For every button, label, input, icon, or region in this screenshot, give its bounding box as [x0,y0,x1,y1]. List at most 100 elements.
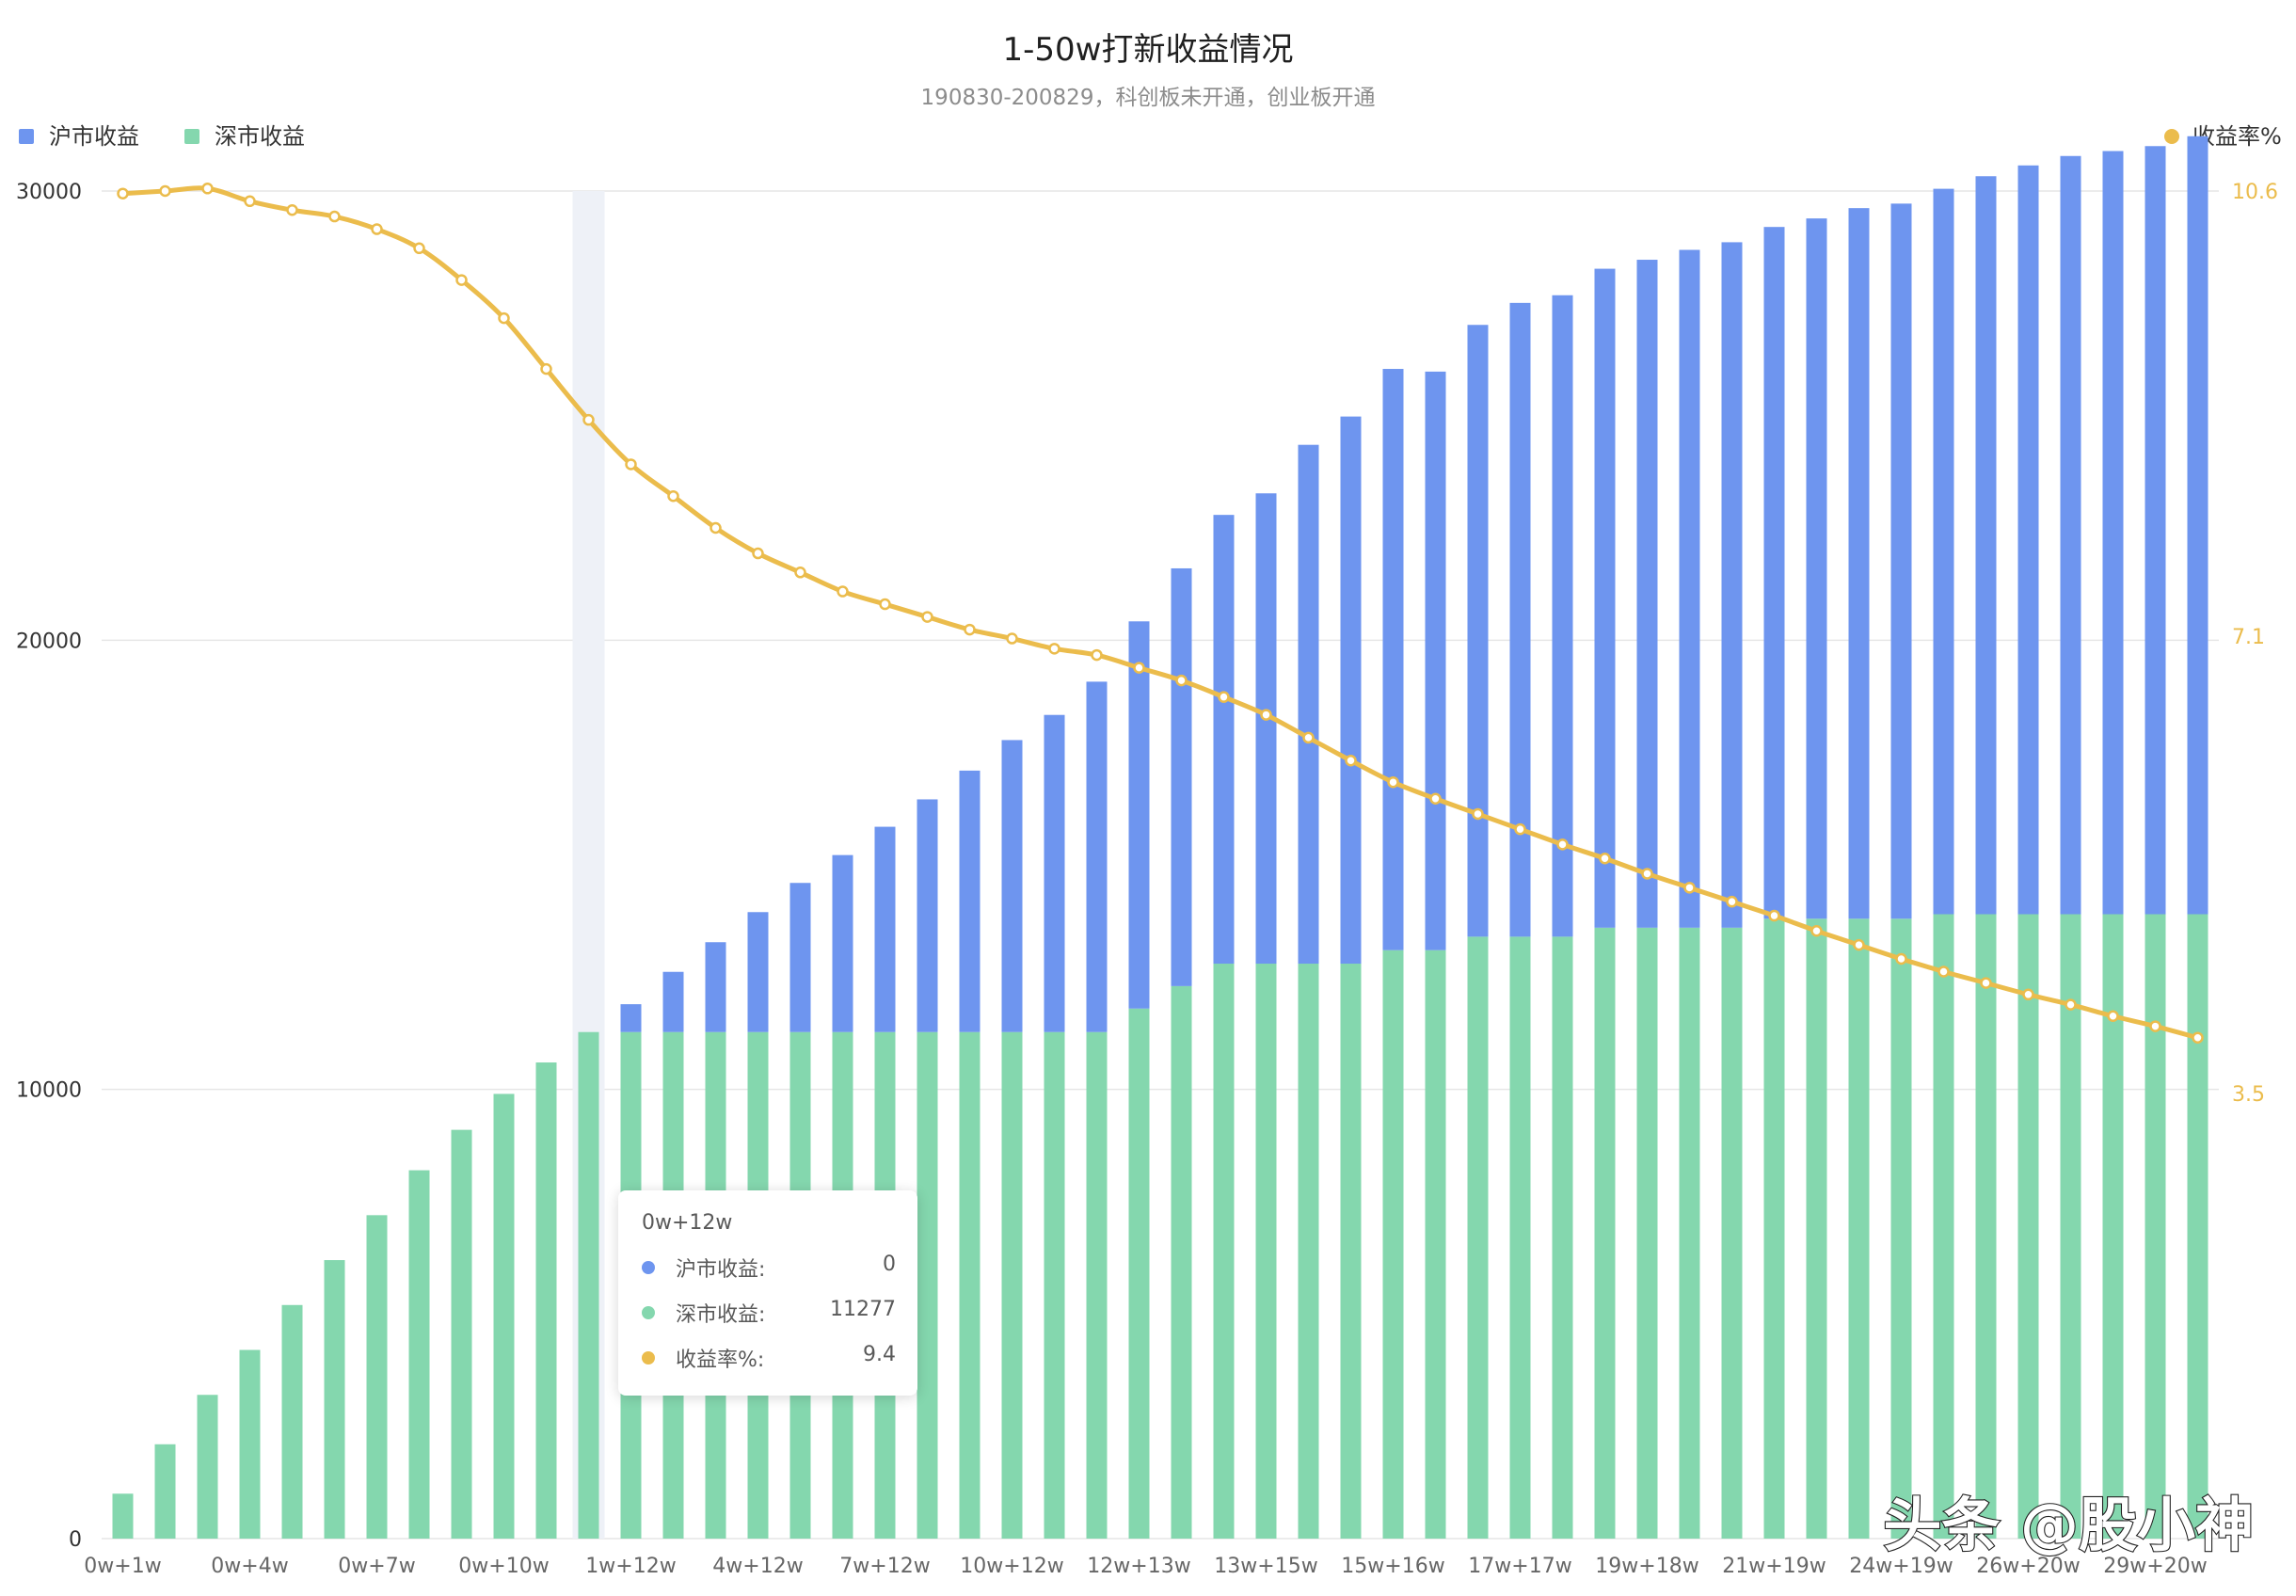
legend-item-sz[interactable]: 深市收益 [184,123,305,150]
rate-point[interactable] [2192,1031,2204,1044]
bar-sh[interactable] [2145,146,2166,915]
rate-point[interactable] [1853,938,1865,951]
rate-point[interactable] [1218,691,1230,703]
bar-sh[interactable] [874,826,896,1032]
bar-sh[interactable] [1636,260,1658,928]
bar-sh[interactable] [2017,165,2039,915]
bar-sh[interactable] [1975,176,1997,915]
bar-sh[interactable] [832,854,853,1032]
rate-point[interactable] [1768,909,1780,922]
rate-point[interactable] [582,413,595,426]
rate-point[interactable] [2065,998,2077,1011]
legend-item-sh[interactable]: 沪市收益 [19,123,139,150]
bar-sz[interactable] [2060,914,2081,1539]
rate-point[interactable] [1472,807,1484,821]
bar-sz[interactable] [1171,985,1192,1539]
rate-point[interactable] [1895,952,1907,966]
bar-sz[interactable] [493,1093,515,1539]
legend-item-rate[interactable]: 收益率% [2164,123,2282,150]
rate-point[interactable] [540,362,552,375]
rate-point[interactable] [117,187,129,200]
rate-point[interactable] [2022,988,2034,1001]
bar-sz[interactable] [239,1349,261,1539]
rate-point[interactable] [244,195,256,208]
legend[interactable]: 沪市收益 深市收益 收益率% [19,123,2282,150]
bar-sh[interactable] [2187,136,2208,915]
bar-sz[interactable] [1425,950,1446,1539]
bar-sh[interactable] [1890,203,1912,919]
bars[interactable] [112,136,2208,1539]
rate-point[interactable] [1260,709,1272,721]
rate-point[interactable] [667,489,679,503]
bar-sz[interactable] [1721,927,1743,1539]
bar-sh[interactable] [917,799,938,1032]
bar-sz[interactable] [2102,914,2124,1539]
bar-sh[interactable] [1044,714,1065,1032]
bar-sz[interactable] [1128,1008,1150,1539]
rate-point[interactable] [837,585,849,598]
bar-sh[interactable] [747,912,769,1032]
bar-sz[interactable] [1086,1031,1108,1539]
bar-sz[interactable] [578,1031,599,1539]
rate-point[interactable] [1175,674,1188,687]
rate-point[interactable] [1514,822,1526,836]
rate-point[interactable] [710,521,722,535]
rate-point[interactable] [1302,731,1315,744]
bar-sh[interactable] [1848,208,1870,919]
bar-sz[interactable] [2145,914,2166,1539]
bar-sz[interactable] [535,1062,557,1539]
bar-sz[interactable] [1763,918,1785,1539]
bar-sz[interactable] [1213,964,1235,1539]
bar-sz[interactable] [1975,914,1997,1539]
bar-sz[interactable] [1806,918,1827,1539]
rate-point[interactable] [1345,754,1357,767]
bar-sh[interactable] [1086,681,1108,1032]
rate-point[interactable] [328,210,341,223]
rate-point[interactable] [1937,966,1950,978]
bar-sh[interactable] [1213,515,1235,965]
rate-point[interactable] [2149,1020,2161,1032]
bar-sz[interactable] [1679,927,1700,1539]
bar-sh[interactable] [1552,295,1573,937]
bar-sz[interactable] [1001,1031,1023,1539]
rate-point[interactable] [286,204,298,216]
bar-sh[interactable] [789,883,811,1032]
bar-sz[interactable] [1298,964,1319,1539]
bar-sz[interactable] [1636,927,1658,1539]
rate-point[interactable] [455,274,468,286]
bar-sh[interactable] [1806,218,1827,919]
bar-sh[interactable] [1679,249,1700,928]
bar-sz[interactable] [112,1493,134,1539]
bar-sh[interactable] [1425,371,1446,950]
bar-sz[interactable] [366,1215,388,1539]
rate-point[interactable] [964,623,976,636]
rate-point[interactable] [371,223,383,235]
bar-sh[interactable] [1509,302,1531,937]
bar-sz[interactable] [2017,914,2039,1539]
rate-point[interactable] [2107,1010,2119,1023]
bar-sh[interactable] [1467,325,1489,937]
rate-point[interactable] [1556,838,1569,851]
bar-sz[interactable] [451,1129,472,1539]
rate-point[interactable] [498,311,510,325]
rate-point[interactable] [1387,775,1399,789]
bar-sz[interactable] [1382,950,1404,1539]
bar-sz[interactable] [959,1031,981,1539]
bar-sh[interactable] [2102,151,2124,915]
bar-sz[interactable] [917,1031,938,1539]
bar-sz[interactable] [324,1260,345,1539]
bar-sz[interactable] [1890,918,1912,1539]
bar-sz[interactable] [408,1170,430,1539]
bar-sh[interactable] [662,971,684,1032]
bar-sh[interactable] [1298,444,1319,965]
rate-point[interactable] [1683,882,1696,894]
bar-sz[interactable] [154,1444,176,1539]
rate-point[interactable] [1091,648,1103,662]
rate-point[interactable] [1429,792,1442,806]
rate-point[interactable] [921,611,933,623]
rate-point[interactable] [413,242,425,255]
rate-line[interactable] [117,183,2204,1044]
bar-sz[interactable] [1255,964,1277,1539]
bar-sh[interactable] [2060,155,2081,915]
bar-sz[interactable] [1848,918,1870,1539]
